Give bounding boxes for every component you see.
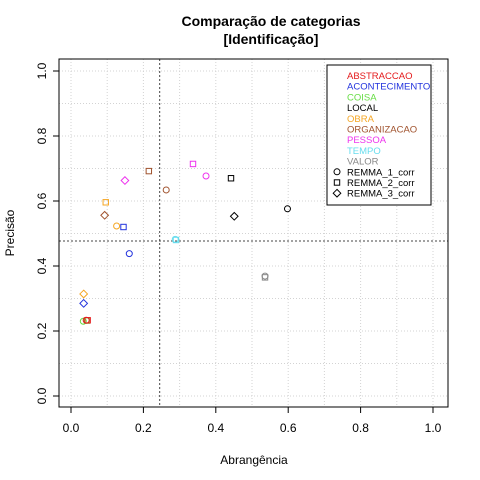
data-point (120, 223, 127, 231)
y-tick-label: 0.6 (35, 192, 49, 209)
legend-entry-category: ORGANIZACAO (347, 125, 417, 136)
data-point (79, 317, 87, 325)
chart-title: Comparação de categorias (182, 13, 361, 29)
legend-marker (333, 179, 341, 186)
data-point (172, 236, 180, 244)
legend-entry-category: OBRA (347, 114, 375, 125)
x-tick-label: 0.8 (352, 421, 369, 435)
legend: ABSTRACCAOACONTECIMENTOCOISALOCALOBRAORG… (326, 64, 432, 206)
y-tick-label: 1.0 (35, 62, 49, 79)
x-tick-label: 1.0 (425, 421, 442, 435)
data-point (261, 272, 269, 280)
data-point (202, 172, 210, 180)
x-tick-label: 0.4 (207, 421, 224, 435)
reference-lines (59, 59, 448, 407)
data-point (102, 199, 109, 206)
legend-entry-category: TEMPO (347, 146, 381, 157)
x-axis: 0.0 0.2 0.4 0.6 0.8 1.0 (63, 406, 442, 435)
legend-entry-category: ABSTRACCAO (347, 71, 412, 82)
data-point (145, 167, 153, 175)
y-tick-label: 0.8 (35, 127, 49, 144)
legend-entry-series: REMMA_3_corr (347, 189, 415, 200)
legend-marker (332, 188, 342, 198)
legend-entry-series: REMMA_1_corr (347, 167, 415, 178)
data-point (100, 210, 110, 220)
data-point (283, 205, 291, 213)
data-points (79, 160, 291, 325)
data-point (79, 298, 89, 308)
data-point (229, 211, 239, 221)
data-point (261, 274, 269, 281)
x-tick-label: 0.0 (63, 421, 80, 435)
data-point (189, 160, 197, 168)
data-point (227, 175, 235, 182)
chart-subtitle: [Identificação] (224, 31, 319, 47)
data-point (162, 186, 170, 194)
legend-box (326, 64, 432, 206)
legend-entry-category: LOCAL (347, 103, 378, 114)
data-point (84, 317, 91, 324)
legend-entry-category: PESSOA (347, 135, 387, 146)
data-point (125, 250, 133, 258)
data-point (120, 176, 130, 186)
x-tick-label: 0.6 (280, 421, 297, 435)
data-point (79, 289, 89, 299)
y-tick-label: 0.2 (35, 322, 49, 339)
x-tick-label: 0.2 (135, 421, 152, 435)
y-tick-label: 0.0 (35, 387, 49, 404)
legend-marker (333, 168, 341, 176)
data-point (113, 222, 121, 230)
x-axis-label: Abrangência (220, 453, 288, 467)
y-tick-label: 0.4 (35, 257, 49, 274)
y-axis: 0.0 0.2 0.4 0.6 0.8 1.0 (35, 62, 60, 404)
legend-entry-series: REMMA_2_corr (347, 178, 415, 189)
legend-entry-category: ACONTECIMENTO (347, 82, 430, 93)
legend-entry-category: VALOR (347, 157, 379, 168)
legend-entry-category: COISA (347, 92, 377, 103)
y-axis-label: Precisão (3, 209, 17, 256)
